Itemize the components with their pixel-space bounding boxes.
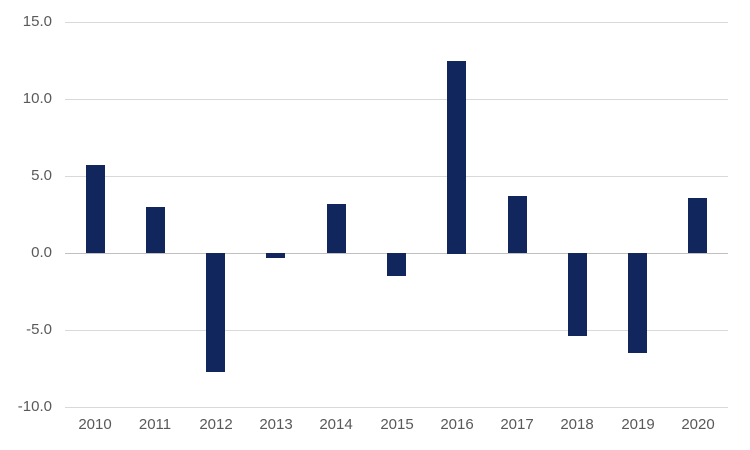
bar-2017 — [508, 196, 527, 253]
bar-2019 — [628, 253, 647, 353]
y-tick-label: 5.0 — [31, 167, 52, 184]
bar-2011 — [146, 207, 165, 253]
bar-2010 — [86, 165, 105, 253]
gridline — [65, 407, 728, 408]
bar-2020 — [688, 198, 707, 253]
x-tick-label: 2011 — [138, 416, 172, 433]
gridline — [65, 22, 728, 23]
bar-2016 — [447, 61, 466, 254]
y-tick-label: -5.0 — [26, 321, 52, 338]
x-tick-label: 2012 — [199, 416, 233, 433]
x-tick-label: 2010 — [78, 416, 112, 433]
x-tick-label: 2019 — [621, 416, 655, 433]
bar-2012 — [206, 253, 225, 372]
x-tick-label: 2014 — [319, 416, 353, 433]
x-tick-label: 2015 — [380, 416, 414, 433]
y-tick-label: 10.0 — [22, 90, 52, 107]
x-tick-label: 2018 — [560, 416, 594, 433]
bar-2014 — [327, 204, 346, 253]
y-tick-label: -10.0 — [17, 398, 52, 415]
bar-2018 — [568, 253, 587, 336]
gridline — [65, 176, 728, 177]
y-tick-label: 0.0 — [31, 244, 52, 261]
x-tick-label: 2016 — [440, 416, 474, 433]
x-tick-label: 2020 — [681, 416, 715, 433]
x-tick-label: 2017 — [500, 416, 534, 433]
y-tick-label: 15.0 — [22, 13, 52, 30]
bar-2013 — [266, 253, 285, 258]
bar-2015 — [387, 253, 406, 276]
x-tick-label: 2013 — [259, 416, 293, 433]
gridline — [65, 99, 728, 100]
